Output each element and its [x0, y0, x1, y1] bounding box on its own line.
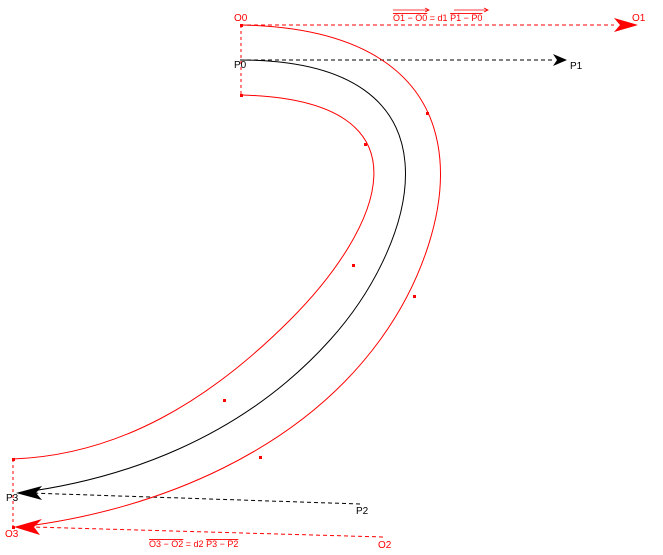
equation-top-vector-arrow-rhs	[454, 7, 489, 13]
equation-top: O1 − O0 = d1 P1 − P0	[393, 7, 489, 23]
label-o0: O0	[234, 13, 248, 24]
label-p0: P0	[234, 60, 247, 71]
label-p3: P3	[6, 493, 19, 504]
center-curve	[17, 59, 406, 494]
arrow-o1	[614, 18, 638, 32]
outer-offset-curve	[19, 24, 441, 528]
label-o3: O3	[5, 529, 19, 540]
equation-bottom-rhs: P3 − P2	[206, 539, 238, 549]
label-p1: P1	[570, 61, 583, 72]
inner-offset-curve	[12, 94, 375, 460]
equation-top-rhs: P1 − P0	[450, 13, 482, 23]
arrow-p1	[553, 54, 567, 66]
svg-text:O3 − O2 = d2 P3 − P2: O3 − O2 = d2 P3 − P2	[149, 539, 238, 549]
label-o2: O2	[378, 540, 392, 551]
arrow-o3	[14, 519, 42, 535]
svg-text:O1 − O0 = d1 P1 − P0: O1 − O0 = d1 P1 − P0	[393, 13, 482, 23]
arrow-p3	[16, 486, 42, 500]
label-o1: O1	[632, 13, 646, 24]
equation-bottom: O3 − O2 = d2 P3 − P2	[149, 539, 238, 549]
tangent-o2-o3	[32, 526, 384, 538]
equation-bottom-lhs: O3 − O2	[149, 539, 183, 549]
equation-bottom-mid: = d2	[183, 539, 206, 549]
label-p2: P2	[356, 506, 369, 517]
equation-top-mid: = d1	[427, 13, 450, 23]
equation-top-vector-arrow-lhs	[393, 7, 430, 13]
sample-points	[12, 24, 429, 529]
tangent-p2-p3	[29, 492, 361, 505]
equation-top-lhs: O1 − O0	[393, 13, 427, 23]
